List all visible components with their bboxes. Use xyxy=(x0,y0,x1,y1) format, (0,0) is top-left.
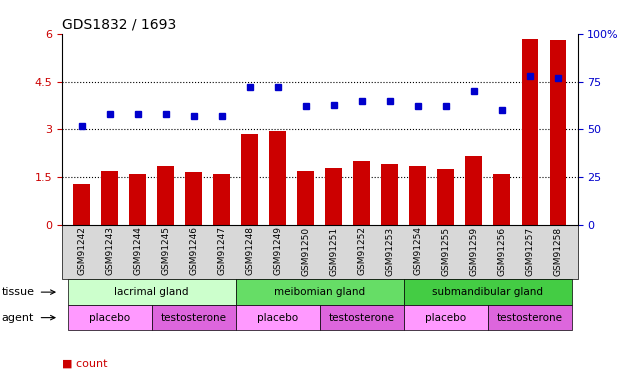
Text: testosterone: testosterone xyxy=(161,313,227,322)
Bar xyxy=(381,165,398,225)
Text: testosterone: testosterone xyxy=(329,313,395,322)
Text: agent: agent xyxy=(1,313,34,322)
Bar xyxy=(494,174,510,225)
Bar xyxy=(157,166,174,225)
Bar xyxy=(270,131,286,225)
Text: ■ count: ■ count xyxy=(62,359,107,369)
Bar xyxy=(437,169,455,225)
Text: meibomian gland: meibomian gland xyxy=(274,287,365,297)
Bar xyxy=(522,39,538,225)
Bar xyxy=(325,168,342,225)
Bar xyxy=(353,161,370,225)
Text: tissue: tissue xyxy=(1,287,34,297)
Bar xyxy=(550,40,566,225)
Text: placebo: placebo xyxy=(89,313,130,322)
Text: testosterone: testosterone xyxy=(497,313,563,322)
Bar xyxy=(185,172,202,225)
Bar xyxy=(101,171,118,225)
Bar xyxy=(409,166,426,225)
Bar xyxy=(129,174,146,225)
Text: GDS1832 / 1693: GDS1832 / 1693 xyxy=(62,17,176,31)
Bar xyxy=(466,156,483,225)
Text: submandibular gland: submandibular gland xyxy=(432,287,543,297)
Bar xyxy=(242,134,258,225)
Bar xyxy=(214,174,230,225)
Text: placebo: placebo xyxy=(257,313,298,322)
Bar xyxy=(73,184,90,225)
Text: placebo: placebo xyxy=(425,313,466,322)
Bar xyxy=(297,171,314,225)
Text: lacrimal gland: lacrimal gland xyxy=(114,287,189,297)
